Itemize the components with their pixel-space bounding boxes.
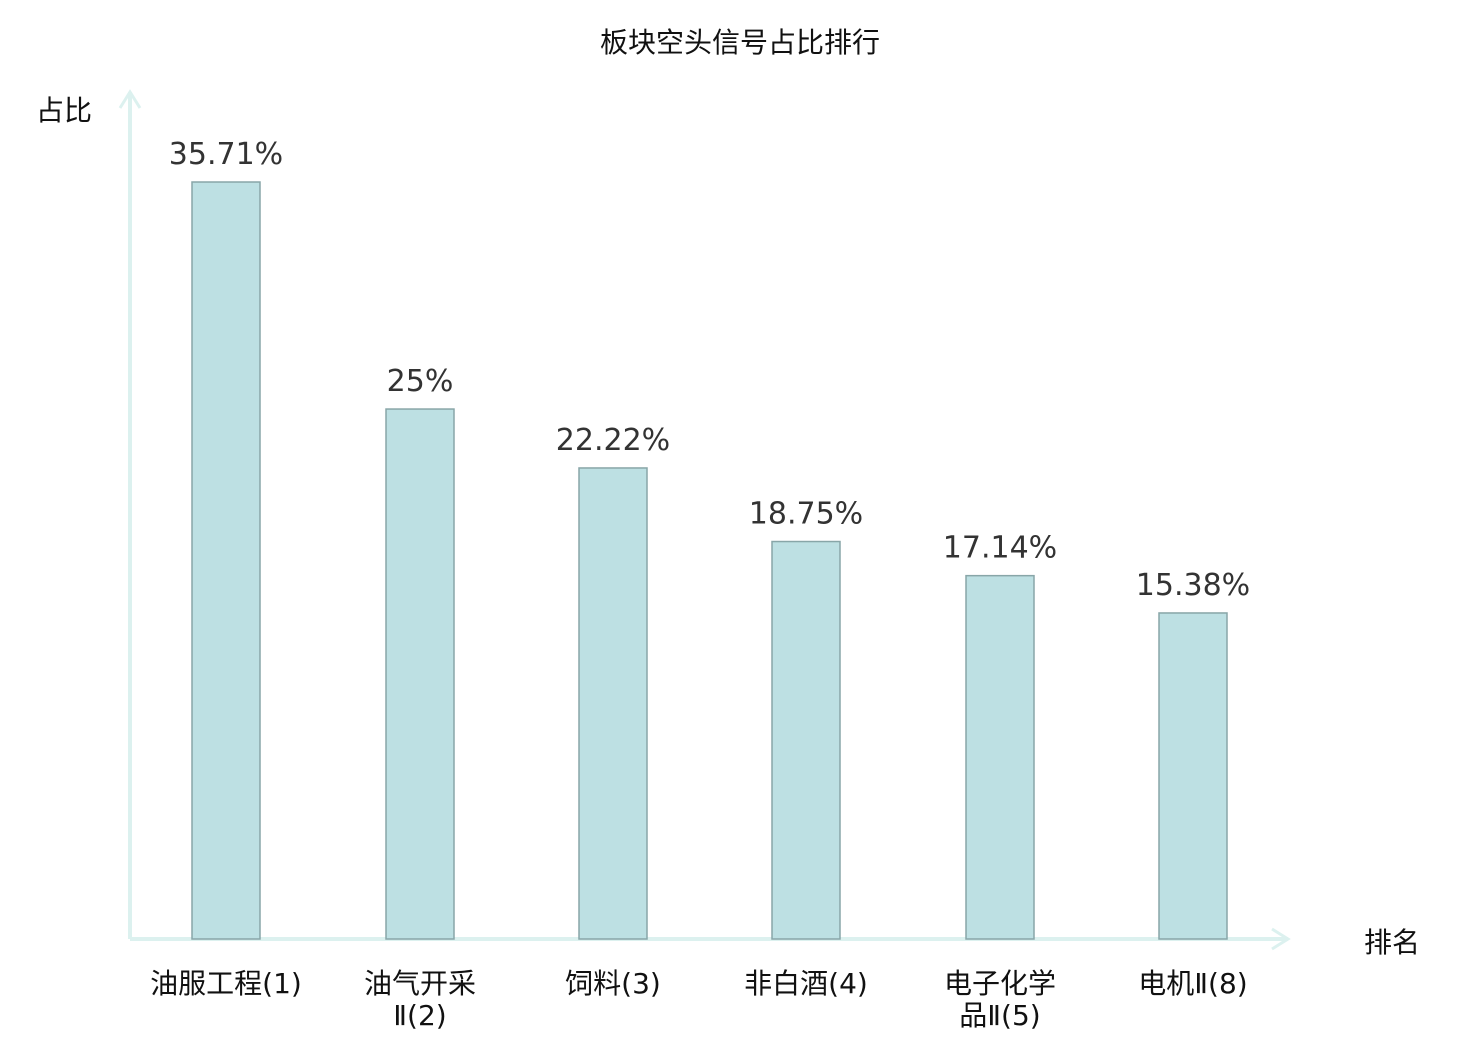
x-tick-label: 油服工程(1): [150, 967, 302, 1000]
x-axis-label: 排名: [1364, 926, 1420, 959]
x-tick-label: 品Ⅱ(5): [959, 999, 1040, 1032]
data-label: 22.22%: [556, 423, 670, 458]
x-tick-label: 油气开采: [364, 967, 476, 1000]
y-axis-arrow-icon: [118, 89, 142, 109]
bar: [771, 540, 841, 940]
x-axis-arrow-icon: [1271, 927, 1291, 951]
bar: [578, 467, 648, 940]
x-tick-label: 电子化学: [944, 967, 1056, 1000]
data-label: 35.71%: [169, 137, 283, 172]
data-label: 25%: [387, 364, 454, 399]
bar: [1158, 612, 1228, 940]
y-axis-label: 占比: [36, 94, 92, 127]
data-label: 17.14%: [943, 531, 1057, 566]
bar: [965, 574, 1035, 940]
x-tick-label: Ⅱ(2): [393, 999, 446, 1032]
x-tick-label: 饲料(3): [565, 967, 661, 1000]
bar: [385, 408, 455, 940]
x-tick-label: 电机Ⅱ(8): [1138, 967, 1247, 1000]
data-label: 18.75%: [749, 497, 863, 532]
data-label: 15.38%: [1136, 568, 1250, 603]
bar: [191, 181, 261, 940]
x-tick-label: 非白酒(4): [744, 967, 868, 1000]
chart-title: 板块空头信号占比排行: [600, 26, 880, 59]
